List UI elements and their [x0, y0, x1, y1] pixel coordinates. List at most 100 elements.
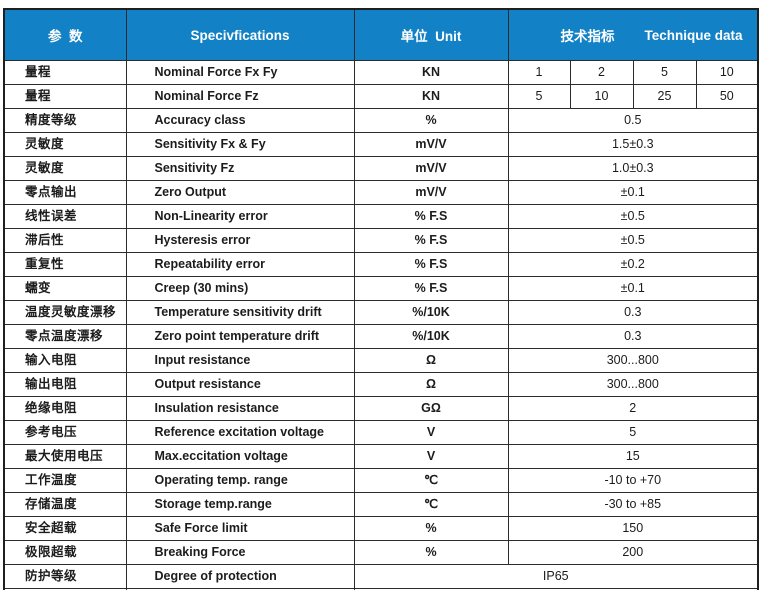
- unit-cell: V: [353, 444, 509, 469]
- unit-cell: %: [353, 108, 509, 133]
- param-cell: 量程: [3, 84, 127, 109]
- table-row: 工作温度 Operating temp. range ℃ -10 to +70: [3, 468, 759, 493]
- value-cell: -10 to +70: [507, 468, 759, 493]
- specification-cell: Breaking Force: [125, 540, 355, 565]
- unit-cell: %: [353, 516, 509, 541]
- table-row: 线性误差 Non-Linearity error% F.S ±0.5: [3, 204, 759, 229]
- specification-cell: Creep (30 mins): [125, 276, 355, 301]
- unit-cell: % F.S: [353, 276, 509, 301]
- specification-cell: Output resistance: [125, 372, 355, 397]
- table-row: 量程 Nominal Force Fx Fy KN 1 2 5 10: [3, 60, 759, 85]
- range-value-cell: 10: [569, 84, 634, 109]
- header-technique-data-wrap: 技术指标 Technique data: [561, 25, 743, 45]
- specification-cell: Zero Output: [125, 180, 355, 205]
- unit-cell: ℃: [353, 492, 509, 517]
- value-cell: ±0.5: [507, 204, 759, 229]
- specification-cell: Non-Linearity error: [125, 204, 355, 229]
- specification-cell: Reference excitation voltage: [125, 420, 355, 445]
- header-specifications: Specivfications: [125, 8, 355, 61]
- table-row: 蠕变 Creep (30 mins)% F.S ±0.1: [3, 276, 759, 301]
- table-row: 零点温度漂移 Zero point temperature drift %/10K 0…: [3, 324, 759, 349]
- header-technique-data-zh: 技术指标: [560, 29, 615, 44]
- specification-cell: Insulation resistance: [125, 396, 355, 421]
- value-cell: 0.3: [507, 324, 759, 349]
- value-cell: ±0.2: [507, 252, 759, 277]
- param-cell: 工作温度: [3, 468, 127, 493]
- merged-value-cell: Alloy/Stainless steel: [353, 588, 759, 590]
- param-cell: 量程: [3, 60, 127, 85]
- value-cell: 0.3: [507, 300, 759, 325]
- specification-cell: Degree of protection: [125, 564, 355, 589]
- param-cell: 存储温度: [3, 492, 127, 517]
- value-cell: 0.5: [507, 108, 759, 133]
- table-row: 极限超载 Breaking Force% 200: [3, 540, 759, 565]
- value-cell: ±0.1: [507, 276, 759, 301]
- value-cell: 150: [507, 516, 759, 541]
- range-value-cell: 2: [569, 60, 634, 85]
- table-row: 输出电阻 Output resistance Ω 300...800: [3, 372, 759, 397]
- unit-cell: mV/V: [353, 156, 509, 181]
- unit-cell: KN: [353, 60, 509, 85]
- param-cell: 蠕变: [3, 276, 127, 301]
- specification-cell: Max.eccitation voltage: [125, 444, 355, 469]
- value-cell: 15: [507, 444, 759, 469]
- param-cell: 滞后性: [3, 228, 127, 253]
- specification-cell: Input resistance: [125, 348, 355, 373]
- specification-cell: Accuracy class: [125, 108, 355, 133]
- range-value-cell: 5: [632, 60, 697, 85]
- unit-cell: % F.S: [353, 204, 509, 229]
- unit-cell: mV/V: [353, 180, 509, 205]
- param-cell: 线性误差: [3, 204, 127, 229]
- value-cell: 5: [507, 420, 759, 445]
- value-cell: ±0.5: [507, 228, 759, 253]
- param-cell: 安全超载: [3, 516, 127, 541]
- header-technique-data: 技术指标 Technique data: [507, 8, 759, 61]
- table-row: 灵敏度 Sensitivity Fz mV/V 1.0±0.3: [3, 156, 759, 181]
- range-value-cell: 10: [695, 60, 759, 85]
- param-cell: 绝缘电阻: [3, 396, 127, 421]
- param-cell: 最大使用电压: [3, 444, 127, 469]
- table-row: 精度等级 Accuracy class% 0.5: [3, 108, 759, 133]
- param-cell: 参考电压: [3, 420, 127, 445]
- specification-cell: Sensitivity Fx & Fy: [125, 132, 355, 157]
- specification-cell: Zero point temperature drift: [125, 324, 355, 349]
- range-value-cell: 50: [695, 84, 759, 109]
- param-cell: 输出电阻: [3, 372, 127, 397]
- param-cell: 重复性: [3, 252, 127, 277]
- specification-cell: Temperature sensitivity drift: [125, 300, 355, 325]
- table-row: 零点输出 Zero Output mV/V ±0.1: [3, 180, 759, 205]
- specification-cell: Sensitivity Fz: [125, 156, 355, 181]
- table-row: 重复性 Repeatability error% F.S ±0.2: [3, 252, 759, 277]
- unit-cell: % F.S: [353, 228, 509, 253]
- unit-cell: V: [353, 420, 509, 445]
- range-value-cell: 5: [507, 84, 571, 109]
- header-technique-data-en: Technique data: [644, 27, 743, 43]
- table-row: 输入电阻 Input resistance Ω 300...800: [3, 348, 759, 373]
- table-row: 参考电压 Reference excitation voltage V 5: [3, 420, 759, 445]
- param-cell: 精度等级: [3, 108, 127, 133]
- table-row: 滞后性 Hysteresis error% F.S ±0.5: [3, 228, 759, 253]
- table-row: 安全超载 Safe Force limit% 150: [3, 516, 759, 541]
- unit-cell: %/10K: [353, 324, 509, 349]
- header-row: 参 数 Specivfications 单位 Unit 技术指标 Techniq…: [3, 8, 759, 61]
- unit-cell: GΩ: [353, 396, 509, 421]
- specification-cell: Nominal Force Fz: [125, 84, 355, 109]
- value-cell: 300...800: [507, 372, 759, 397]
- param-cell: 零点温度漂移: [3, 324, 127, 349]
- param-cell: 输入电阻: [3, 348, 127, 373]
- value-cell: 1.0±0.3: [507, 156, 759, 181]
- value-cell: -30 to +85: [507, 492, 759, 517]
- value-cell: 200: [507, 540, 759, 565]
- specification-cell: Nominal Force Fx Fy: [125, 60, 355, 85]
- unit-cell: mV/V: [353, 132, 509, 157]
- table-row: 量程 Nominal Force Fz KN 5 10 25 50: [3, 84, 759, 109]
- header-param: 参 数: [3, 8, 127, 61]
- value-cell: 2: [507, 396, 759, 421]
- param-cell: 灵敏度: [3, 156, 127, 181]
- param-cell: 零点输出: [3, 180, 127, 205]
- specification-cell: Storage temp.range: [125, 492, 355, 517]
- table-row: 存储温度 Storage temp.range ℃ -30 to +85: [3, 492, 759, 517]
- header-unit: 单位 Unit: [353, 8, 509, 61]
- unit-cell: % F.S: [353, 252, 509, 277]
